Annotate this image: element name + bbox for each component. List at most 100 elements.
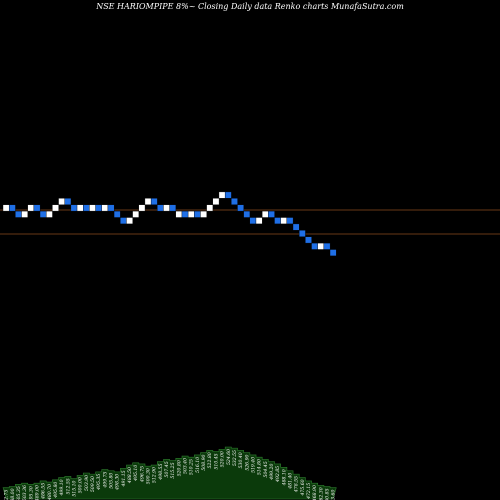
renko-brick-down (64, 198, 72, 205)
renko-brick-down (305, 236, 312, 244)
renko-brick-up (212, 198, 220, 205)
renko-brick-up (280, 217, 288, 225)
volume-area (2, 446, 337, 500)
renko-brick-down (8, 204, 16, 212)
price-label: 500.00 (78, 477, 84, 493)
renko-brick-up (101, 204, 109, 212)
price-label: 492.85 (275, 466, 281, 483)
renko-brick-down (15, 210, 22, 218)
price-label: 495.10 (133, 465, 139, 482)
price-label: 491.15 (121, 470, 127, 487)
renko-brick-down (39, 210, 47, 218)
renko-brick-down (237, 204, 244, 212)
renko-brick-down (329, 249, 337, 257)
chart-title: NSE HARIOMPIPE 8%~ Closing Daily data Re… (95, 2, 404, 11)
renko-brick-up (52, 204, 59, 212)
renko-brick-up (144, 198, 152, 205)
price-label: 481.40 (287, 473, 293, 490)
price-labels: 472.75 488.00 505.35 503.36 495.30 489.00 486.… (4, 449, 337, 500)
renko-brick-up (76, 204, 84, 212)
renko-brick-down (274, 217, 281, 225)
price-label: 486.55 (41, 483, 47, 500)
renko-brick-up (89, 204, 96, 212)
price-label: 515.10 (72, 480, 78, 496)
renko-brick-up (21, 210, 29, 218)
renko-brick-up (200, 210, 207, 218)
price-label: 516.10 (195, 457, 201, 473)
price-label: 512.90 (152, 467, 158, 483)
renko-brick-up (175, 210, 183, 218)
price-label: 505.80 (109, 473, 115, 489)
price-label: 468.90 (312, 485, 318, 500)
renko-brick-down (157, 204, 164, 212)
price-label: 530.40 (238, 452, 244, 468)
renko-brick-up (206, 204, 214, 212)
price-label: 509.50 (90, 476, 96, 492)
price-label: 503.90 (84, 475, 90, 491)
renko-brick-down (169, 204, 177, 212)
price-label: 472.75 (4, 490, 10, 500)
price-label: 499.75 (102, 471, 108, 488)
price-label: 510.25 (189, 459, 195, 475)
volume-area-shape (2, 446, 337, 500)
renko-brick-up (261, 210, 269, 218)
price-label: 498.55 (158, 464, 164, 481)
renko-brick-down (286, 217, 294, 225)
price-label: 504.45 (263, 461, 269, 477)
price-label: 475.60 (300, 479, 306, 496)
renko-brick-down (194, 210, 201, 218)
renko-brick-up (45, 210, 53, 218)
price-label: 496.75 (139, 466, 145, 483)
price-label: 460.85 (324, 488, 330, 500)
price-label: 488.00 (10, 488, 16, 500)
price-label: 453.60 (331, 490, 337, 500)
price-label: 526.90 (244, 454, 250, 470)
renko-brick-down (181, 210, 189, 218)
price-label: 520.80 (176, 460, 182, 476)
price-label: 480.70 (47, 484, 53, 500)
renko-brick-down (231, 198, 238, 205)
price-label: 524.60 (226, 449, 232, 465)
price-label: 495.35 (96, 474, 102, 491)
renko-brick-down (224, 191, 232, 199)
price-label: 508.90 (201, 454, 207, 470)
renko-brick-down (249, 217, 257, 225)
price-label: 478.55 (294, 476, 300, 493)
price-label: 462.30 (318, 487, 324, 500)
price-label: 520.00 (220, 451, 226, 467)
renko-brick-down (33, 204, 41, 212)
price-label: 519.40 (250, 457, 256, 473)
renko-brick-up (317, 242, 325, 250)
renko-brick-down (268, 210, 275, 218)
renko-brick-down (292, 223, 300, 231)
renko-brick-up (187, 210, 195, 218)
renko-brick-up (218, 191, 226, 199)
price-label: 489.00 (35, 485, 41, 500)
price-label: 498.30 (115, 474, 121, 491)
renko-brick-down (113, 210, 121, 218)
renko-brick-down (120, 217, 127, 225)
price-label: 510.45 (213, 453, 219, 469)
renko-brick-down (298, 230, 306, 237)
price-label: 488.50 (127, 467, 133, 484)
renko-brick-up (58, 198, 66, 205)
price-label: 522.80 (207, 452, 213, 468)
price-label: 500.30 (146, 468, 152, 484)
renko-brick-down (107, 204, 115, 212)
renko-brick-down (150, 198, 158, 205)
price-label: 495.30 (28, 486, 34, 500)
renko-brick-down (311, 242, 319, 250)
price-label: 514.80 (257, 459, 263, 475)
renko-brick-down (243, 210, 251, 218)
price-label: 507.45 (164, 461, 170, 477)
renko-brick-down (95, 204, 103, 212)
renko-brick-up (2, 204, 10, 212)
price-label: 503.40 (183, 458, 189, 474)
renko-brick-up (255, 217, 263, 225)
renko-brick-up (163, 204, 170, 212)
price-label: 495.80 (53, 482, 59, 499)
price-label: 515.25 (170, 462, 176, 478)
renko-brick-down (323, 242, 331, 250)
